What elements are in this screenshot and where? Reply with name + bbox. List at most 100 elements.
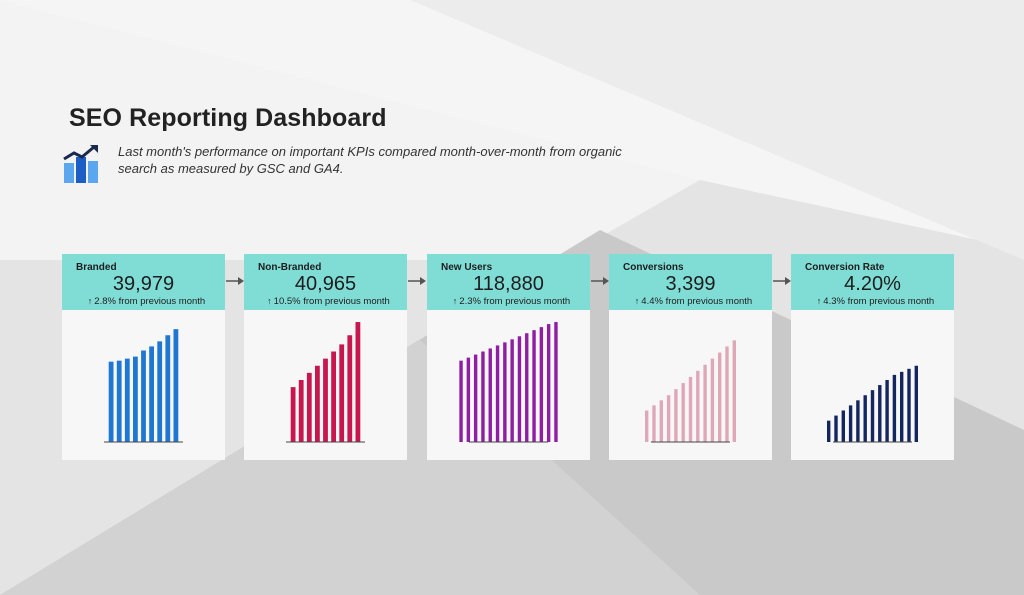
bar-12 bbox=[907, 368, 911, 442]
page-title: SEO Reporting Dashboard bbox=[69, 104, 387, 132]
arrow-right-icon bbox=[591, 277, 609, 285]
bar-9 bbox=[355, 322, 361, 442]
kpi-change-text: 10.5% from previous month bbox=[273, 296, 390, 307]
bar-1 bbox=[459, 360, 463, 442]
arrow-up-icon: ↑ bbox=[87, 296, 93, 306]
kpi-card-header: New Users 118,880 ↑ 2.3% from previous mont… bbox=[427, 254, 590, 310]
bar-8 bbox=[510, 339, 514, 442]
bar-11 bbox=[900, 371, 904, 442]
bar-10 bbox=[525, 333, 529, 442]
bar-6 bbox=[495, 345, 500, 442]
kpi-change: ↑ 4.3% from previous month bbox=[797, 296, 954, 307]
bar-4 bbox=[481, 351, 485, 442]
bar-3 bbox=[306, 372, 312, 442]
kpi-label: New Users bbox=[441, 262, 493, 273]
bar-7 bbox=[339, 344, 345, 442]
page-subtitle: Last month's performance on important KP… bbox=[118, 144, 622, 176]
bar-8 bbox=[878, 385, 882, 442]
bar-7 bbox=[870, 390, 875, 442]
bar-9 bbox=[173, 329, 179, 442]
bar-6 bbox=[149, 346, 154, 442]
kpi-card-branded: Branded 39,979 ↑ 2.8% from previous month bbox=[62, 254, 225, 460]
bar-2 bbox=[466, 357, 471, 442]
bar-5 bbox=[141, 350, 146, 442]
kpi-change-text: 2.8% from previous month bbox=[94, 296, 206, 307]
bar-12 bbox=[539, 327, 544, 442]
bar-4 bbox=[315, 365, 320, 442]
kpi-card-conversions: Conversions 3,399 ↑ 4.4% from previous mont… bbox=[609, 254, 772, 460]
bar-8 bbox=[696, 370, 700, 442]
bar-8 bbox=[347, 335, 353, 442]
bar-5 bbox=[674, 389, 678, 442]
kpi-change-text: 2.3% from previous month bbox=[459, 296, 571, 307]
kpi-card-header: Conversion Rate 4.20% ↑ 4.3% from previous … bbox=[791, 254, 954, 310]
bar-9 bbox=[517, 336, 522, 442]
bar-7 bbox=[503, 342, 507, 442]
arrow-right-icon bbox=[226, 277, 244, 285]
kpi-value: 4.20% bbox=[844, 273, 901, 295]
bar-7 bbox=[157, 341, 163, 442]
kpi-change: ↑ 10.5% from previous month bbox=[250, 296, 407, 307]
kpi-change-text: 4.3% from previous month bbox=[823, 296, 935, 307]
bar-2 bbox=[298, 379, 304, 442]
bar-13 bbox=[546, 324, 551, 442]
arrow-up-icon: ↑ bbox=[452, 296, 458, 306]
kpi-value: 3,399 bbox=[665, 273, 716, 295]
kpi-value: 39,979 bbox=[112, 273, 175, 295]
kpi-change: ↑ 4.4% from previous month bbox=[615, 296, 772, 307]
arrow-up-icon: ↑ bbox=[816, 296, 822, 306]
bar-6 bbox=[863, 395, 867, 442]
bar-3 bbox=[473, 354, 478, 442]
bar-8 bbox=[165, 335, 171, 442]
bar-10 bbox=[710, 358, 715, 442]
bar-6 bbox=[681, 383, 685, 442]
kpi-card-non-branded: Non-Branded 40,965 ↑ 10.5% from previous mo… bbox=[244, 254, 407, 460]
bar-2 bbox=[116, 360, 122, 442]
bar-12 bbox=[725, 346, 729, 442]
bar-3 bbox=[841, 410, 845, 442]
kpi-label: Non-Branded bbox=[258, 262, 322, 273]
kpi-card-new-users: New Users 118,880 ↑ 2.3% from previous mont… bbox=[427, 254, 590, 460]
kpi-bar-chart bbox=[827, 365, 918, 443]
bar-6 bbox=[331, 351, 336, 442]
kpi-label: Branded bbox=[76, 262, 117, 273]
trending-up-bar-chart-icon bbox=[63, 145, 98, 183]
kpi-bar-chart bbox=[645, 340, 736, 443]
bar-7 bbox=[688, 376, 693, 442]
bar-2 bbox=[834, 415, 838, 442]
arrow-right-icon bbox=[408, 277, 426, 285]
bar-11 bbox=[718, 352, 722, 442]
kpi-card-header: Non-Branded 40,965 ↑ 10.5% from previous mo… bbox=[244, 254, 407, 310]
kpi-card-header: Branded 39,979 ↑ 2.8% from previous month bbox=[62, 254, 225, 310]
kpi-bar-chart bbox=[459, 322, 558, 443]
kpi-bar-chart bbox=[286, 322, 365, 443]
bar-4 bbox=[848, 405, 853, 442]
kpi-bar-chart bbox=[104, 329, 183, 443]
bar-2 bbox=[652, 405, 656, 442]
kpi-value: 118,880 bbox=[473, 273, 544, 295]
bar-3 bbox=[124, 358, 130, 442]
bar-13 bbox=[732, 340, 736, 442]
arrow-right-icon bbox=[773, 277, 791, 285]
kpi-change: ↑ 2.3% from previous month bbox=[433, 296, 590, 307]
bar-1 bbox=[645, 410, 649, 442]
bar-1 bbox=[108, 361, 114, 442]
kpi-card-conversion-rate: Conversion Rate 4.20% ↑ 4.3% from previous … bbox=[791, 254, 954, 460]
bar-4 bbox=[666, 395, 671, 442]
bar-10 bbox=[892, 374, 897, 442]
bar-13 bbox=[914, 365, 918, 442]
bar-3 bbox=[659, 400, 663, 442]
bar-1 bbox=[827, 420, 831, 442]
bar-9 bbox=[703, 364, 707, 442]
kpi-value: 40,965 bbox=[294, 273, 357, 295]
kpi-change: ↑ 2.8% from previous month bbox=[68, 296, 225, 307]
bar-1 bbox=[290, 387, 296, 442]
bar-5 bbox=[323, 358, 328, 442]
bar-14 bbox=[554, 322, 558, 442]
kpi-change-text: 4.4% from previous month bbox=[641, 296, 753, 307]
bar-5 bbox=[856, 400, 860, 442]
arrow-up-icon: ↑ bbox=[267, 296, 272, 306]
bar-9 bbox=[885, 379, 889, 442]
bar-11 bbox=[532, 330, 536, 442]
bar-5 bbox=[488, 348, 492, 442]
